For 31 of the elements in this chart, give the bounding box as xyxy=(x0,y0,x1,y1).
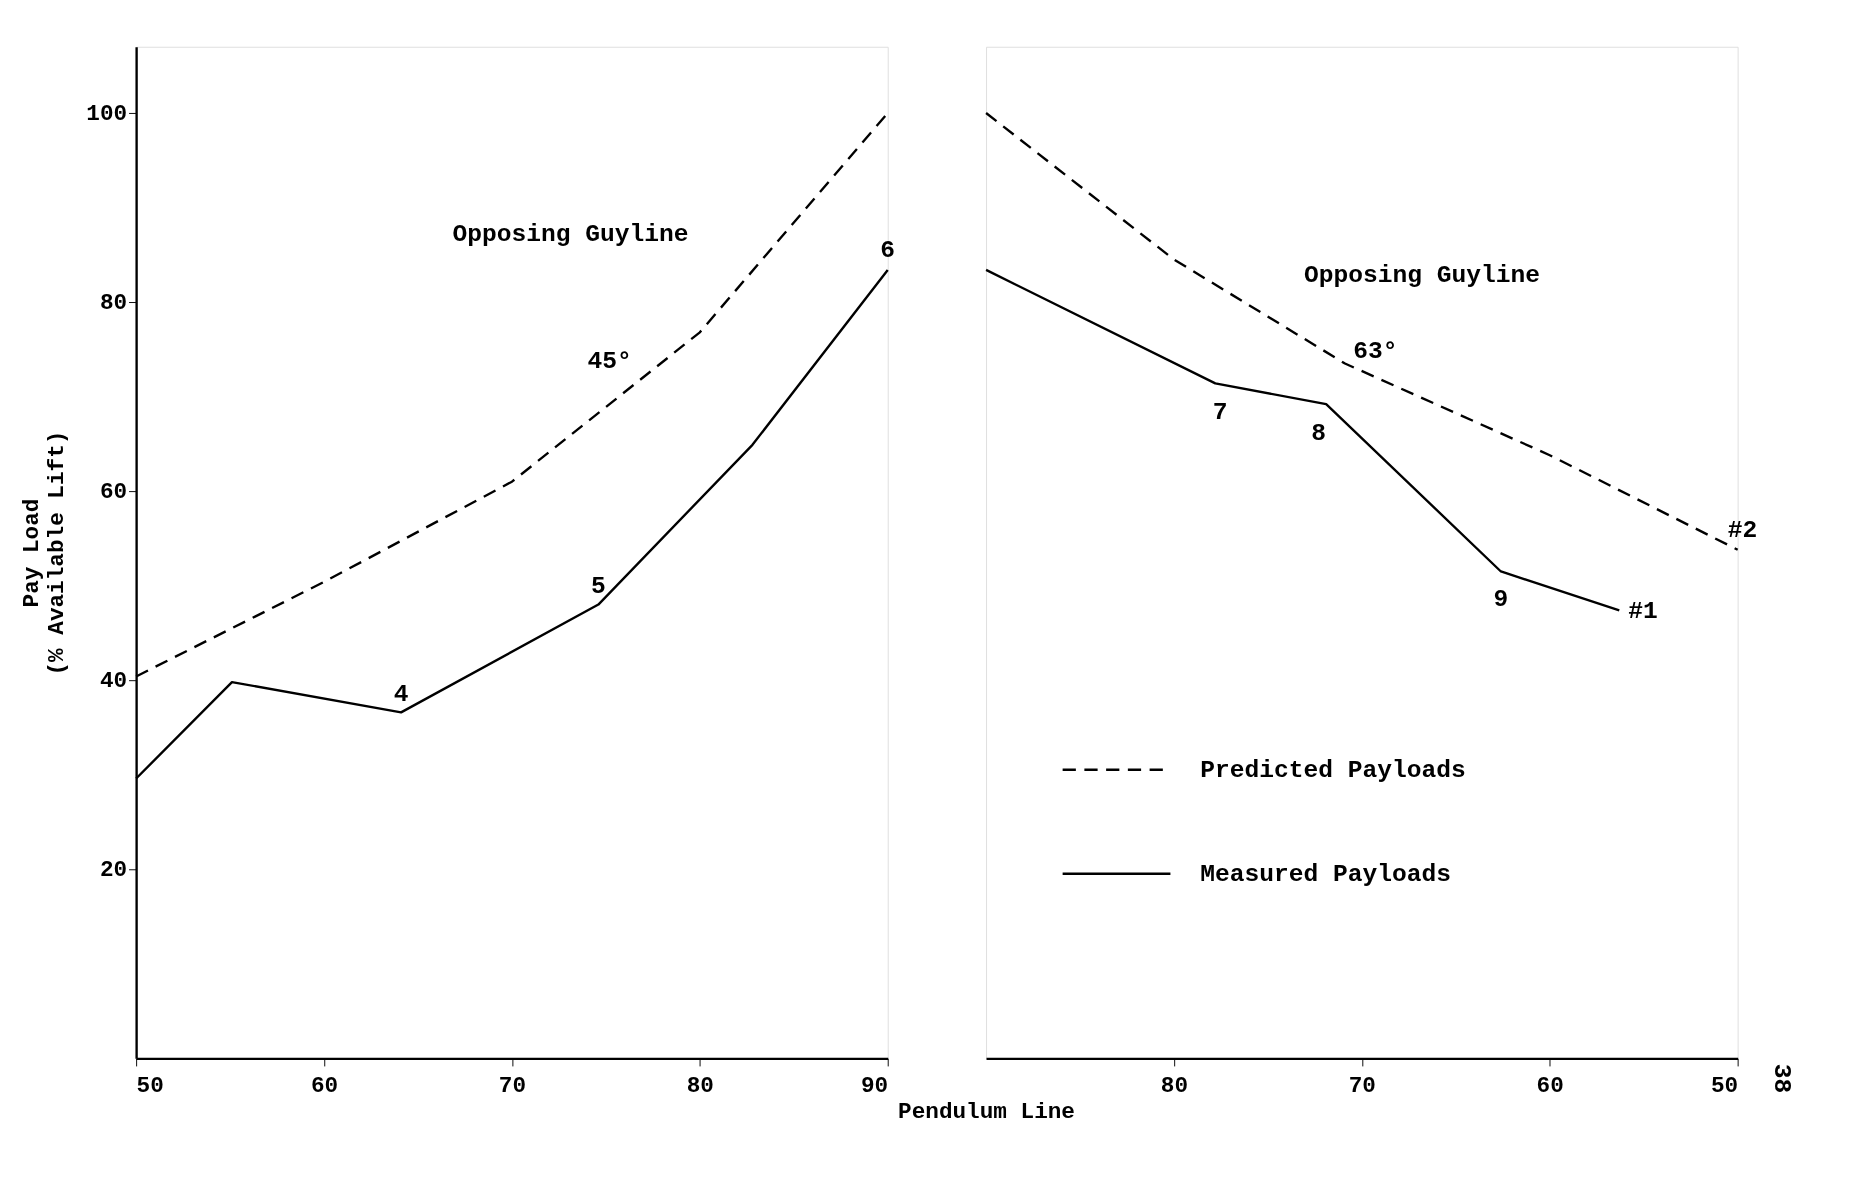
y-tick-label: 100 xyxy=(86,101,128,128)
legend-label: Measured Payloads xyxy=(1200,861,1451,889)
x-tick-label: 80 xyxy=(1160,1072,1189,1099)
x-tick-label: 80 xyxy=(686,1072,714,1099)
annotation: Opposing Guyline xyxy=(1303,261,1540,289)
annotation: 8 xyxy=(1311,420,1326,448)
annotation: 6 xyxy=(880,236,896,264)
legend-label: Predicted Payloads xyxy=(1200,757,1466,785)
y-axis-title: Pay Load (% Available Lift) xyxy=(19,430,70,676)
annotation: #2 xyxy=(1727,516,1758,544)
x-tick-label: 60 xyxy=(1536,1072,1564,1099)
y-tick-label: 80 xyxy=(99,290,128,317)
x-tick-label: 50 xyxy=(1710,1072,1739,1099)
y-tick-label: 20 xyxy=(99,857,128,884)
x-tick-label: 70 xyxy=(498,1072,527,1099)
annotation: 63° xyxy=(1353,337,1398,365)
y-tick-label: 40 xyxy=(99,668,128,695)
text: 38 xyxy=(1768,1063,1796,1094)
x-tick-label: 90 xyxy=(860,1072,889,1099)
x-axis-title: Pendulum Line xyxy=(898,1099,1075,1126)
x-tick-label: 70 xyxy=(1348,1072,1376,1099)
annotation: Opposing Guyline xyxy=(452,221,689,249)
annotation: #1 xyxy=(1628,597,1658,625)
annotation: 45° xyxy=(587,347,632,375)
y-tick-label: 60 xyxy=(99,479,128,506)
annotation: 4 xyxy=(393,681,409,709)
annotation: 5 xyxy=(591,573,606,601)
x-tick-label: 60 xyxy=(310,1072,339,1099)
x-tick-label: 50 xyxy=(136,1072,164,1099)
annotation: 7 xyxy=(1212,399,1228,427)
annotation: 9 xyxy=(1493,585,1509,613)
